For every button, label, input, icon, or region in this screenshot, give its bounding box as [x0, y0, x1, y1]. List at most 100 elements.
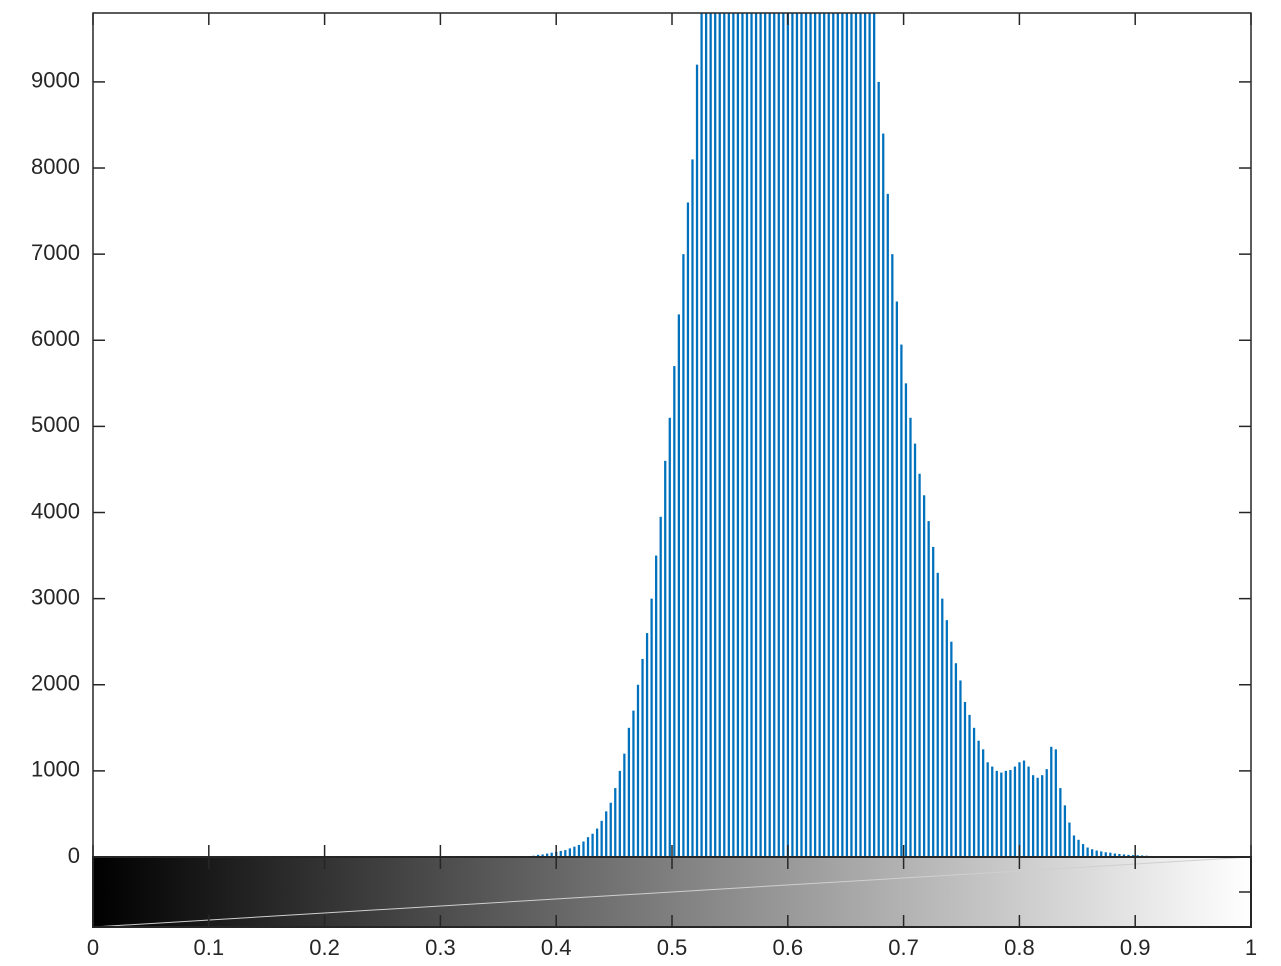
histogram-bar [595, 828, 599, 857]
histogram-bar [1109, 852, 1112, 857]
histogram-bar [982, 749, 985, 857]
histogram-bar [773, 13, 776, 857]
histogram-bar [836, 13, 839, 857]
histogram-bar [1054, 749, 1057, 857]
histogram-bar [659, 516, 662, 857]
x-tick-label: 0.7 [888, 935, 919, 960]
histogram-bar [777, 13, 780, 857]
histogram-bar [936, 572, 939, 857]
histogram-bar [673, 366, 676, 857]
histogram-bar [1041, 775, 1044, 857]
histogram-bar [627, 727, 631, 857]
histogram-bar [859, 13, 862, 857]
histogram-bar [895, 301, 898, 857]
histogram-bar [954, 663, 958, 857]
histogram-bar [650, 598, 653, 857]
histogram-bar [782, 13, 785, 857]
histogram-bar [1072, 835, 1076, 857]
histogram-bar [1004, 770, 1007, 857]
histogram-bar [995, 770, 998, 857]
histogram-bar [732, 13, 735, 857]
histogram-bar [868, 13, 871, 857]
histogram-bar [800, 13, 803, 857]
colorbar-ramp-line [92, 856, 1252, 928]
histogram-bar [536, 854, 540, 857]
histogram-bar [1118, 853, 1121, 857]
histogram-bar [550, 852, 553, 857]
histogram-bar [641, 658, 644, 857]
histogram-bar [877, 81, 880, 857]
histogram-bar [1059, 788, 1062, 857]
histogram-bar [764, 13, 767, 857]
histogram-bar [718, 13, 721, 857]
histogram-bar [841, 13, 844, 857]
x-tick-label: 0.4 [541, 935, 572, 960]
y-tick-label: 2000 [31, 671, 80, 696]
histogram-bar [913, 443, 917, 857]
bars-layer [527, 13, 1212, 858]
histogram-bar [972, 727, 976, 857]
histogram-bar [759, 13, 762, 857]
x-tick-label: 0.6 [773, 935, 804, 960]
histogram-bar [577, 844, 581, 857]
histogram-bar [904, 383, 908, 857]
x-tick-label: 0.3 [425, 935, 456, 960]
tick-labels-layer: 0 0.1 0.2 0.3 0.4 0.5 0.6 0.7 0.8 0.9 1 0 1000 2000 30… [31, 68, 1257, 960]
histogram-bar [754, 13, 758, 857]
histogram-bar [686, 202, 690, 858]
histogram-bar [1077, 839, 1080, 857]
histogram-bar [1000, 772, 1003, 857]
histogram-bar [636, 684, 640, 857]
histogram-bar [1122, 854, 1126, 857]
histogram-bar [804, 13, 808, 857]
histogram-bar [873, 13, 876, 857]
histogram-bar [600, 820, 603, 857]
histogram-bar [827, 13, 830, 857]
histogram-bar [1045, 769, 1048, 857]
x-tick-label: 0.2 [309, 935, 340, 960]
histogram-bar [1113, 853, 1116, 857]
histogram-bar [963, 701, 967, 857]
histogram-bar [918, 473, 921, 857]
histogram-bar [564, 850, 567, 857]
histogram-bar [704, 13, 708, 857]
histogram-bar [818, 13, 821, 857]
histogram-bar [945, 620, 948, 857]
histogram-bar [941, 598, 944, 857]
histogram-bar [591, 833, 594, 857]
histogram-bar [959, 680, 962, 857]
histogram-bar [709, 13, 712, 857]
histogram-bar [977, 740, 980, 857]
x-tick-label: 0.1 [194, 935, 225, 960]
histogram-bar [991, 766, 994, 857]
histogram-bar [850, 13, 853, 857]
histogram-bar [854, 13, 858, 857]
y-tick-label: 4000 [31, 498, 80, 523]
histogram-bar [922, 495, 926, 857]
histogram-bar [559, 850, 562, 857]
histogram-bar [927, 521, 930, 857]
y-tick-label: 1000 [31, 757, 80, 782]
histogram-bar [745, 13, 749, 857]
histogram-bar [886, 193, 889, 858]
histogram-bar [1081, 844, 1085, 857]
y-tick-label: 0 [68, 843, 80, 868]
histogram-bar [809, 13, 812, 857]
x-tick-label: 0.5 [657, 935, 688, 960]
histogram-bar [968, 714, 971, 857]
histogram-bar [645, 633, 649, 857]
histogram-bar [1027, 766, 1030, 857]
histogram-bar [741, 13, 744, 857]
y-tick-label: 6000 [31, 326, 80, 351]
histogram-bar [714, 13, 717, 857]
histogram-bar [727, 13, 730, 857]
x-tick-label: 1 [1245, 935, 1257, 960]
histogram-bar [568, 848, 571, 857]
histogram-bar [677, 314, 680, 857]
histogram-bar [1127, 854, 1130, 857]
histogram-bar [1013, 766, 1017, 857]
histogram-bar [618, 770, 621, 857]
histogram-bar [573, 846, 576, 857]
histogram-bar [1018, 762, 1021, 857]
